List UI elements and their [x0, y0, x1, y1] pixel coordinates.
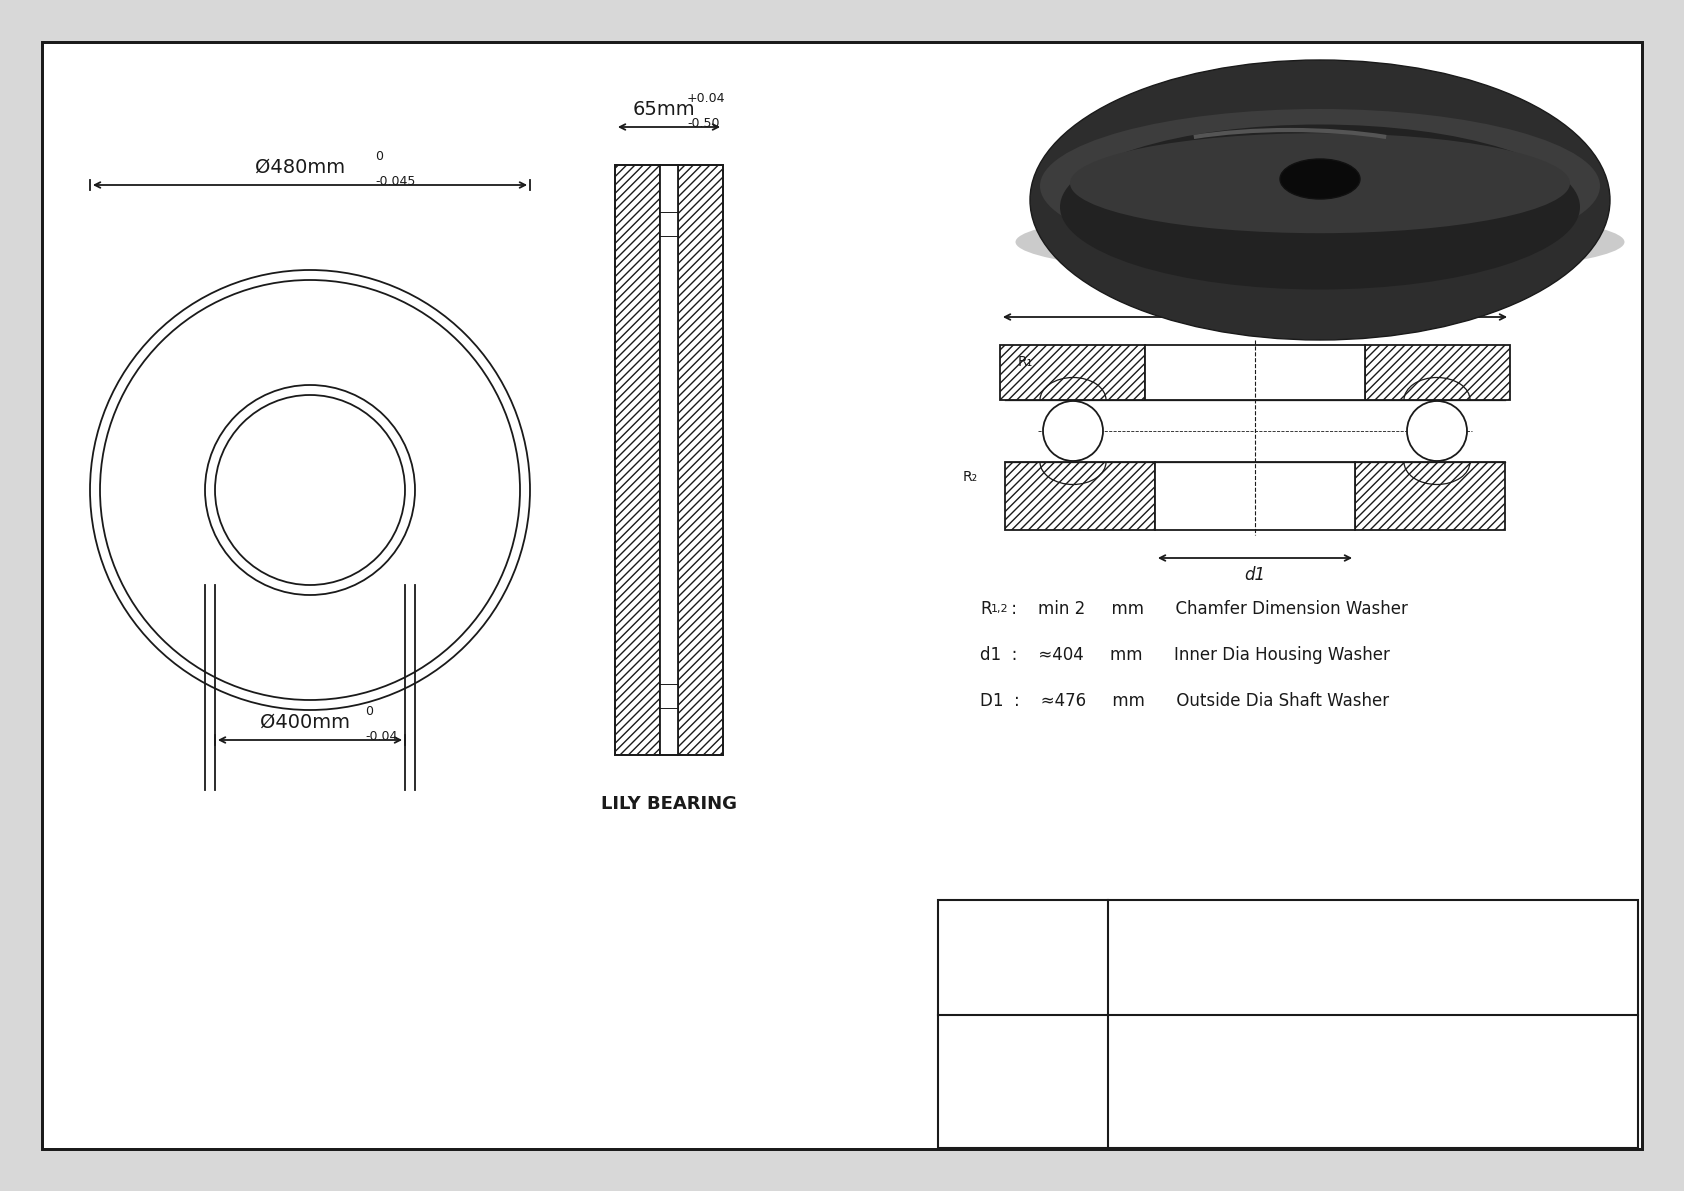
Bar [660, 166, 679, 755]
Text: D1  :    ≈476     mm      Outside Dia Shaft Washer: D1 : ≈476 mm Outside Dia Shaft Washer [980, 692, 1389, 710]
Ellipse shape [1015, 207, 1625, 278]
Text: Ø400mm: Ø400mm [259, 713, 350, 732]
Bar [615, 166, 660, 755]
Bar [1356, 462, 1505, 530]
Text: 0: 0 [376, 150, 382, 163]
Text: R₂: R₂ [963, 470, 978, 484]
Text: -0.045: -0.045 [376, 175, 416, 188]
Text: 1,2: 1,2 [990, 604, 1009, 615]
Text: R₁: R₁ [1019, 355, 1034, 369]
Circle shape [1408, 401, 1467, 461]
Text: ®: ® [1056, 934, 1074, 953]
Ellipse shape [1059, 125, 1580, 289]
Text: LILY: LILY [970, 935, 1076, 980]
Bar [679, 166, 722, 755]
Text: Part
Number: Part Number [992, 1065, 1054, 1098]
Text: :    min 2     mm      Chamfer Dimension Washer: : min 2 mm Chamfer Dimension Washer [1005, 600, 1408, 618]
Text: R: R [980, 600, 992, 618]
Text: +0.04: +0.04 [687, 92, 726, 105]
Text: -0.04: -0.04 [365, 730, 397, 743]
Text: 0: 0 [365, 705, 372, 718]
Ellipse shape [1041, 110, 1600, 263]
Bar [1155, 462, 1356, 530]
Text: -0.50: -0.50 [687, 117, 719, 130]
Text: D1: D1 [1243, 289, 1266, 307]
Text: d1  :    ≈404     mm      Inner Dia Housing Washer: d1 : ≈404 mm Inner Dia Housing Washer [980, 646, 1389, 665]
Bar [1145, 345, 1366, 400]
Bar [615, 166, 722, 755]
Ellipse shape [1031, 60, 1610, 339]
Circle shape [1042, 401, 1103, 461]
Bar [938, 900, 1639, 1148]
Ellipse shape [1069, 133, 1569, 233]
Text: 51180F Thrust Ball Bearings: 51180F Thrust Ball Bearings [1184, 1070, 1561, 1093]
Text: d1: d1 [1244, 566, 1266, 584]
Text: SHANGHAI LILY BEARING LIMITED: SHANGHAI LILY BEARING LIMITED [1216, 925, 1529, 944]
Bar [1005, 462, 1155, 530]
Text: Email: lilybearing@lily-bearing.com: Email: lilybearing@lily-bearing.com [1250, 968, 1495, 983]
Text: LILY BEARING: LILY BEARING [601, 796, 738, 813]
Ellipse shape [1280, 160, 1361, 199]
Bar [1000, 345, 1145, 400]
Bar [1366, 345, 1511, 400]
Text: 65mm: 65mm [633, 100, 695, 119]
Text: Ø480mm: Ø480mm [254, 158, 345, 177]
